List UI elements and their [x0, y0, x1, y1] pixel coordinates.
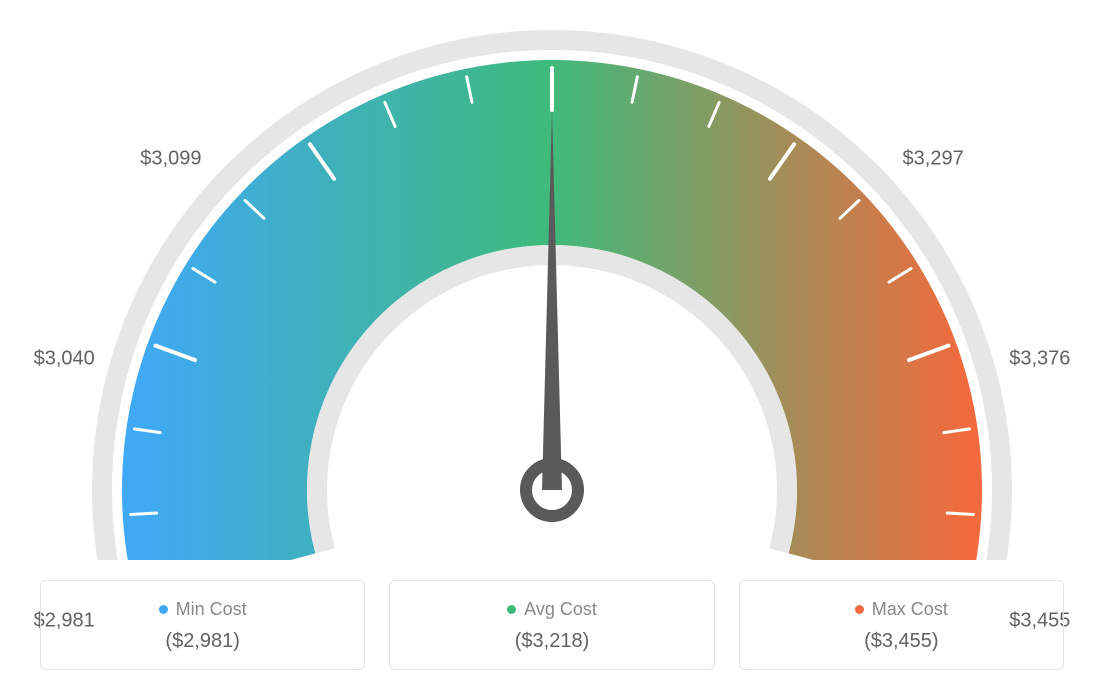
- legend-dot-min: [159, 605, 168, 614]
- legend-label-avg: Avg Cost: [524, 599, 597, 620]
- gauge-svg: [0, 0, 1104, 560]
- legend-label-min: Min Cost: [176, 599, 247, 620]
- legend-label-row-max: Max Cost: [750, 599, 1053, 620]
- gauge-chart: $2,981$3,040$3,099$3,218$3,297$3,376$3,4…: [0, 0, 1104, 560]
- legend-label-row-avg: Avg Cost: [400, 599, 703, 620]
- scale-label: $3,040: [34, 348, 95, 371]
- legend-label-max: Max Cost: [872, 599, 948, 620]
- legend-dot-max: [855, 605, 864, 614]
- legend-value-max: ($3,455): [750, 630, 1053, 653]
- legend-box-avg: Avg Cost ($3,218): [389, 580, 714, 670]
- legend-box-max: Max Cost ($3,455): [739, 580, 1064, 670]
- legend-label-row-min: Min Cost: [51, 599, 354, 620]
- legend-box-min: Min Cost ($2,981): [40, 580, 365, 670]
- chart-container: $2,981$3,040$3,099$3,218$3,297$3,376$3,4…: [0, 0, 1104, 690]
- legend-value-min: ($2,981): [51, 630, 354, 653]
- legend-value-avg: ($3,218): [400, 630, 703, 653]
- legend-row: Min Cost ($2,981) Avg Cost ($3,218) Max …: [40, 580, 1064, 670]
- scale-label: $3,297: [903, 147, 964, 170]
- scale-label: $3,376: [1009, 348, 1070, 371]
- legend-dot-avg: [507, 605, 516, 614]
- scale-label: $3,099: [140, 147, 201, 170]
